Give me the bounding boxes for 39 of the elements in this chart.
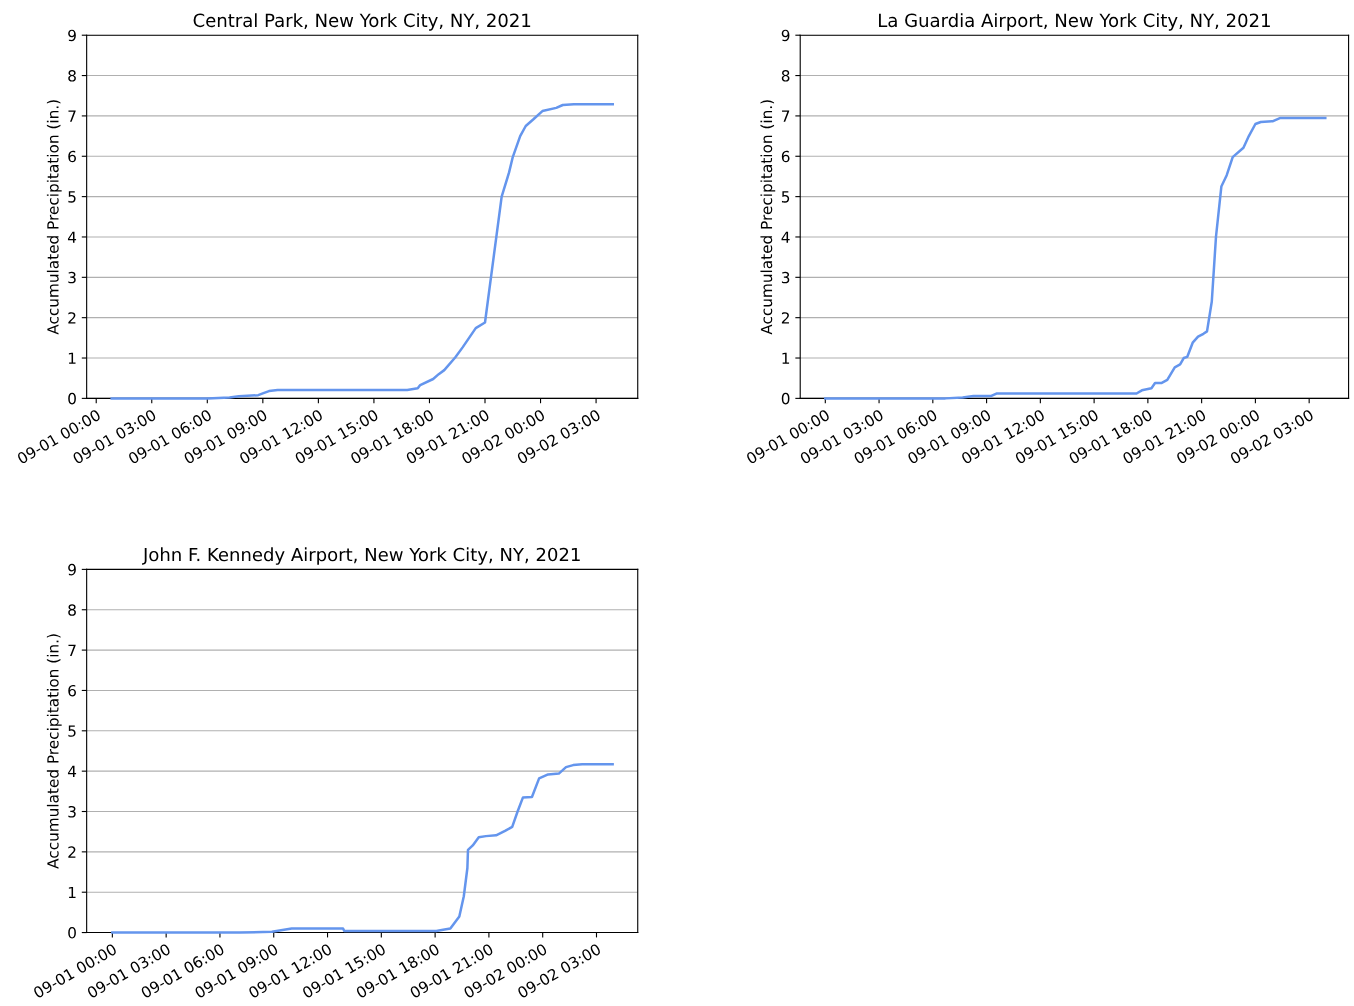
y-tick-label: 3	[781, 271, 790, 284]
line-series	[110, 102, 614, 400]
y-tick-label: 8	[68, 70, 76, 82]
y-tick-label: 0	[781, 392, 790, 405]
line-series	[824, 116, 1327, 400]
y-tick-label: 1	[782, 352, 790, 364]
y-tick-label: 5	[781, 191, 790, 203]
y-tick-label: 4	[67, 765, 77, 777]
y-tick-label: 6	[781, 150, 790, 163]
y-tick-label: 7	[68, 644, 76, 656]
y-tick-label: 2	[68, 312, 76, 324]
y-tick-label: 4	[67, 231, 77, 243]
y-tick-label: 6	[68, 150, 76, 163]
y-tick-label: 7	[68, 110, 76, 122]
chart-title: Central Park, New York City, NY, 2021	[193, 13, 531, 31]
y-tick-label: 7	[782, 110, 790, 122]
y-tick-label: 6	[68, 684, 76, 697]
y-tick-label: 9	[781, 29, 790, 42]
y-tick-label: 8	[68, 604, 76, 616]
y-tick-label: 9	[68, 29, 76, 42]
y-tick-label: 3	[68, 271, 76, 284]
chart-title: John F. Kennedy Airport, New York City, NY, 2021	[142, 547, 580, 565]
y-tick-label: 2	[781, 312, 789, 324]
line-series	[111, 763, 614, 934]
y-tick-label: 0	[68, 392, 76, 405]
y-tick-label: 2	[68, 846, 76, 858]
y-axis-title: Accumulated Precipitation (in.)	[46, 100, 62, 335]
y-tick-label: 3	[68, 805, 76, 818]
y-axis-title: Accumulated Precipitation (in.)	[46, 634, 62, 869]
y-tick-label: 4	[781, 231, 790, 243]
y-tick-label: 9	[68, 563, 76, 576]
y-tick-label: 5	[68, 725, 76, 737]
y-axis-title: Accumulated Precipitation (in.)	[760, 100, 776, 335]
y-tick-label: 0	[68, 927, 76, 939]
chart-title: La Guardia Airport, New York City, NY, 2021	[879, 13, 1270, 31]
y-tick-label: 5	[68, 191, 76, 203]
y-tick-label: 1	[68, 886, 76, 899]
y-tick-label: 8	[781, 70, 790, 82]
y-tick-label: 1	[68, 352, 76, 364]
